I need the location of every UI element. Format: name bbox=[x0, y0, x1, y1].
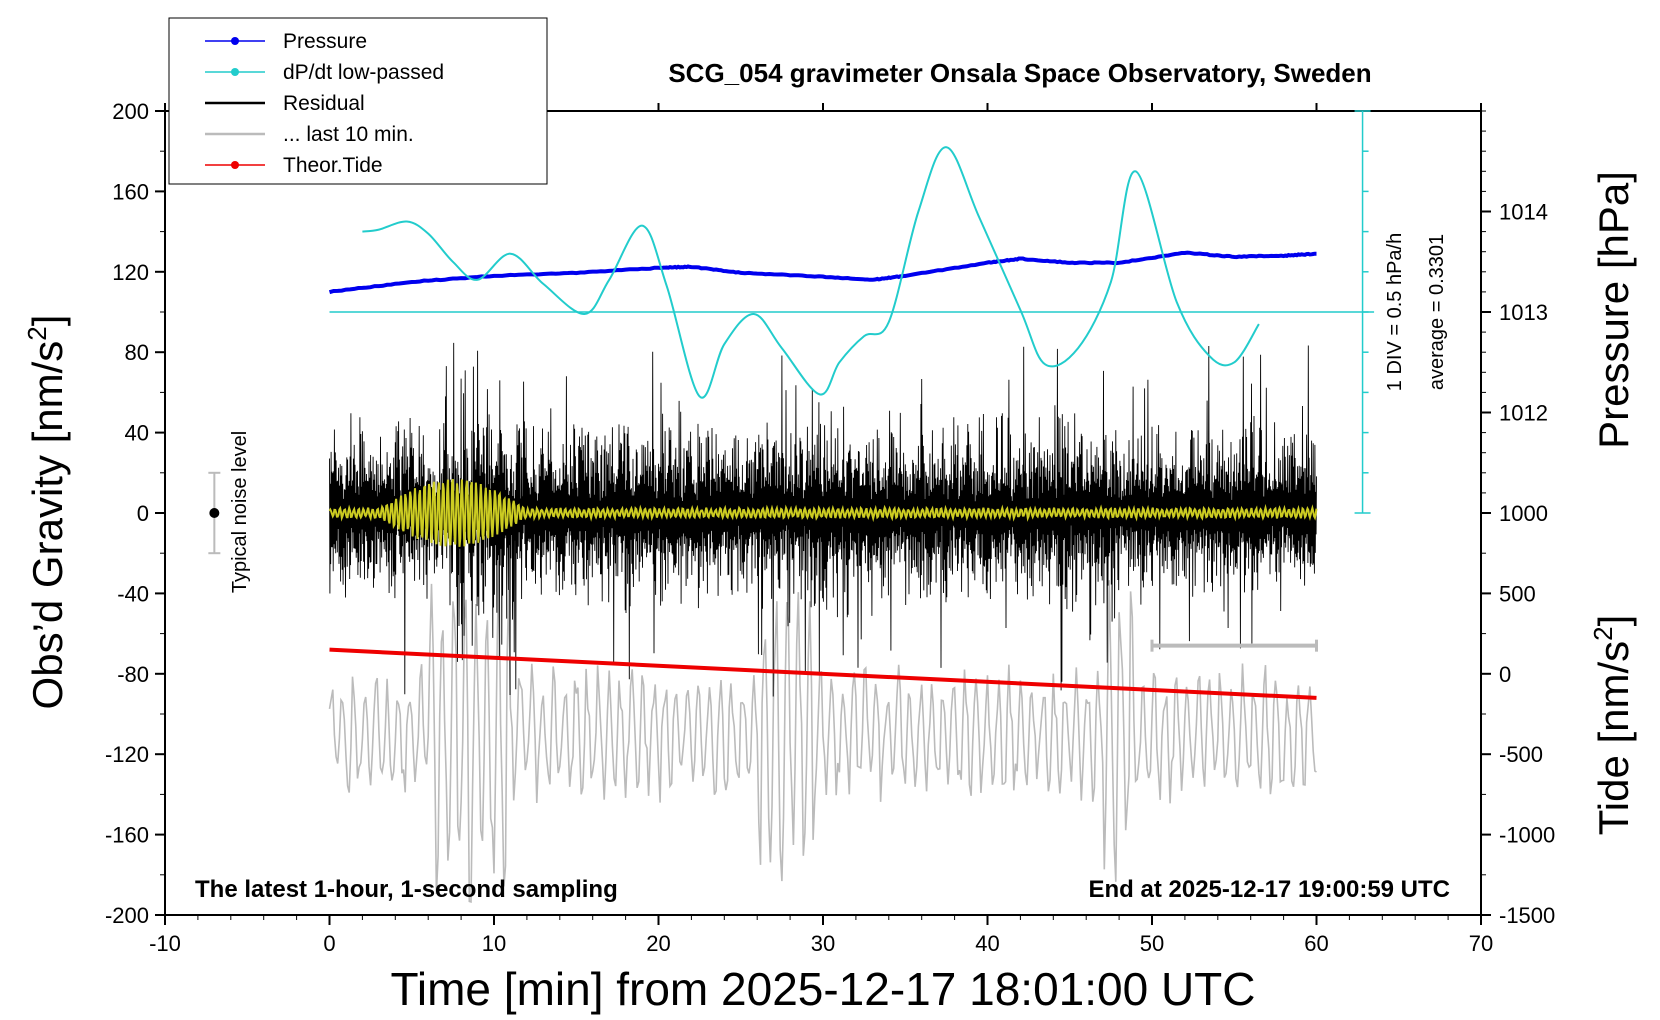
x-tick-label: 60 bbox=[1304, 931, 1328, 956]
legend-swatch-dot bbox=[231, 68, 239, 76]
left-axis-title: Obs’d Gravity [nm/s2] bbox=[22, 315, 71, 710]
pressure-tick-label: 1014 bbox=[1499, 200, 1548, 225]
x-tick-label: 10 bbox=[482, 931, 506, 956]
legend-label: ... last 10 min. bbox=[283, 123, 414, 146]
y-tick-label: -40 bbox=[117, 581, 149, 606]
legend-swatch-dot bbox=[231, 37, 239, 45]
legend-label: dP/dt low-passed bbox=[283, 61, 444, 84]
left-axis-title-end: ] bbox=[24, 315, 71, 327]
annotation-average: average = 0.3301 bbox=[1426, 234, 1448, 390]
right-axis-ticks: 1014 1013 1012 1000 500 0 -500 -1000 -1500 bbox=[1481, 110, 1555, 928]
chart-title: SCG_054 gravimeter Onsala Space Observat… bbox=[668, 58, 1371, 88]
ten-minute-marker bbox=[1150, 639, 1318, 652]
y-tick-label: -120 bbox=[105, 742, 149, 767]
y-tick-label: 80 bbox=[125, 340, 149, 365]
pressure-tick-label: 1013 bbox=[1499, 300, 1548, 325]
tide-axis-title: Tide [nm/s2] bbox=[1588, 615, 1637, 836]
x-axis-title: Time [min] from 2025-12-17 18:01:00 UTC bbox=[391, 963, 1256, 1015]
y-tick-label: -200 bbox=[105, 903, 149, 928]
y-tick-label: 120 bbox=[112, 260, 149, 285]
x-tick-label: 50 bbox=[1140, 931, 1164, 956]
pressure-tick-label: 1012 bbox=[1499, 401, 1548, 426]
legend-label: Theor.Tide bbox=[283, 154, 383, 177]
legend-label: Pressure bbox=[283, 30, 367, 53]
tide-tick-label: 1000 bbox=[1499, 501, 1548, 526]
residual-series-line bbox=[329, 342, 1317, 697]
y-tick-label: -80 bbox=[117, 662, 149, 687]
tide-axis-title-sup: 2 bbox=[1588, 626, 1618, 640]
tide-axis-title-main: Tide [nm/s bbox=[1590, 641, 1637, 836]
y-tick-label: -160 bbox=[105, 823, 149, 848]
tide-tick-label: -1500 bbox=[1499, 903, 1555, 928]
legend-swatch-dot bbox=[231, 161, 239, 169]
y-tick-label: 0 bbox=[137, 501, 149, 526]
x-tick-label: -10 bbox=[149, 931, 181, 956]
x-tick-label: 0 bbox=[323, 931, 335, 956]
pressure-div-scale bbox=[1354, 110, 1371, 514]
x-tick-label: 70 bbox=[1469, 931, 1493, 956]
tide-tick-label: -500 bbox=[1499, 742, 1543, 767]
noise-bar-point bbox=[209, 508, 220, 518]
axis-ticks: -10 0 10 20 30 40 50 60 70 200 160 120 80 40 0 -40 -80 -1… bbox=[105, 99, 1493, 956]
x-tick-label: 40 bbox=[975, 931, 999, 956]
tide-axis-title-end: ] bbox=[1590, 615, 1637, 627]
pressure-series-line bbox=[328, 250, 1317, 295]
annotation-noise: Typical noise level bbox=[229, 431, 251, 593]
tide-tick-label: 500 bbox=[1499, 581, 1536, 606]
x-tick-label: 20 bbox=[646, 931, 670, 956]
x-tick-label: 30 bbox=[811, 931, 835, 956]
theor-tide-series-line bbox=[329, 647, 1317, 700]
y-tick-label: 200 bbox=[112, 99, 149, 124]
tide-tick-label: -1000 bbox=[1499, 823, 1555, 848]
annotation-div-scale: 1 DIV = 0.5 hPa/h bbox=[1384, 233, 1406, 391]
annotation-bottom-left: The latest 1-hour, 1-second sampling bbox=[195, 876, 618, 903]
y-tick-label: 160 bbox=[112, 179, 149, 204]
left-axis-title-main: Obs’d Gravity [nm/s bbox=[24, 341, 71, 710]
noise-level-marker bbox=[208, 471, 221, 555]
pressure-axis-title: Pressure [hPa] bbox=[1590, 171, 1637, 449]
legend: Pressure dP/dt low-passed Residual ... last… bbox=[168, 17, 548, 185]
last-10-min-series-line bbox=[328, 560, 1317, 903]
left-axis-title-sup: 2 bbox=[22, 326, 52, 340]
y-tick-label: 40 bbox=[125, 421, 149, 446]
legend-box bbox=[168, 17, 548, 185]
lowpass-residual-series-line bbox=[328, 478, 1318, 547]
annotation-bottom-right: End at 2025-12-17 19:00:59 UTC bbox=[1089, 876, 1451, 903]
tide-tick-label: 0 bbox=[1499, 662, 1511, 687]
legend-label: Residual bbox=[283, 92, 365, 115]
dpdt-series-line bbox=[362, 146, 1260, 399]
